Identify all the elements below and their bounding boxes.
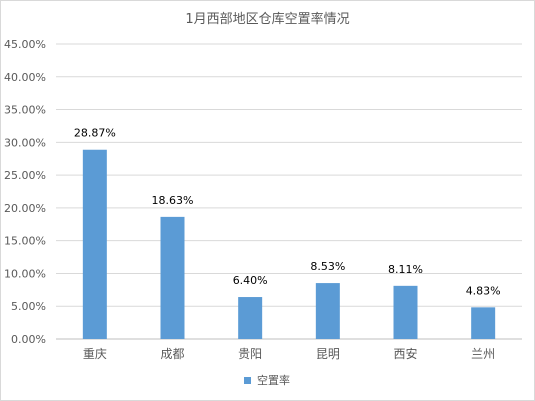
bar: [315, 283, 340, 339]
y-tick-label: 20.00%: [4, 202, 46, 215]
legend: 空置率: [244, 372, 290, 388]
bar: [160, 216, 185, 339]
bar: [82, 149, 107, 339]
data-label: 6.40%: [233, 274, 268, 287]
data-label: 28.87%: [74, 127, 116, 140]
y-tick-label: 30.00%: [4, 136, 46, 149]
y-tick-label: 45.00%: [4, 38, 46, 51]
bar: [393, 285, 418, 339]
legend-label: 空置率: [257, 374, 290, 387]
data-label: 4.83%: [466, 284, 501, 297]
gridlines: [56, 43, 522, 340]
data-label: 8.53%: [310, 260, 345, 273]
x-category-label: 贵阳: [238, 347, 262, 361]
x-category-label: 西安: [393, 346, 417, 361]
y-axis-ticks: 0.00% 5.00% 10.00% 15.00% 20.00% 25.00% 30.00%…: [4, 38, 46, 346]
chart-title: 1月西部地区仓库空置率情况: [185, 12, 350, 27]
y-tick-label: 10.00%: [4, 267, 46, 280]
y-tick-label: 35.00%: [4, 104, 46, 117]
y-tick-label: 15.00%: [4, 235, 46, 248]
y-tick-label: 25.00%: [4, 169, 46, 182]
x-category-label: 昆明: [316, 347, 340, 361]
x-axis-categories: 重庆 成都 贵阳 昆明 西安 兰州: [83, 346, 495, 361]
x-category-label: 成都: [160, 347, 184, 361]
x-category-label: 重庆: [83, 347, 107, 361]
bar: [238, 297, 263, 339]
data-label: 8.11%: [388, 263, 423, 276]
y-tick-label: 5.00%: [11, 300, 46, 313]
legend-swatch: [244, 376, 251, 384]
y-tick-label: 40.00%: [4, 71, 46, 84]
bar: [471, 307, 496, 339]
data-labels: 28.87% 18.63% 6.40% 8.53% 8.11% 4.83%: [74, 127, 501, 298]
x-category-label: 兰州: [471, 347, 495, 361]
y-tick-label: 0.00%: [11, 333, 46, 346]
bars: [82, 149, 496, 339]
data-label: 18.63%: [152, 194, 194, 207]
